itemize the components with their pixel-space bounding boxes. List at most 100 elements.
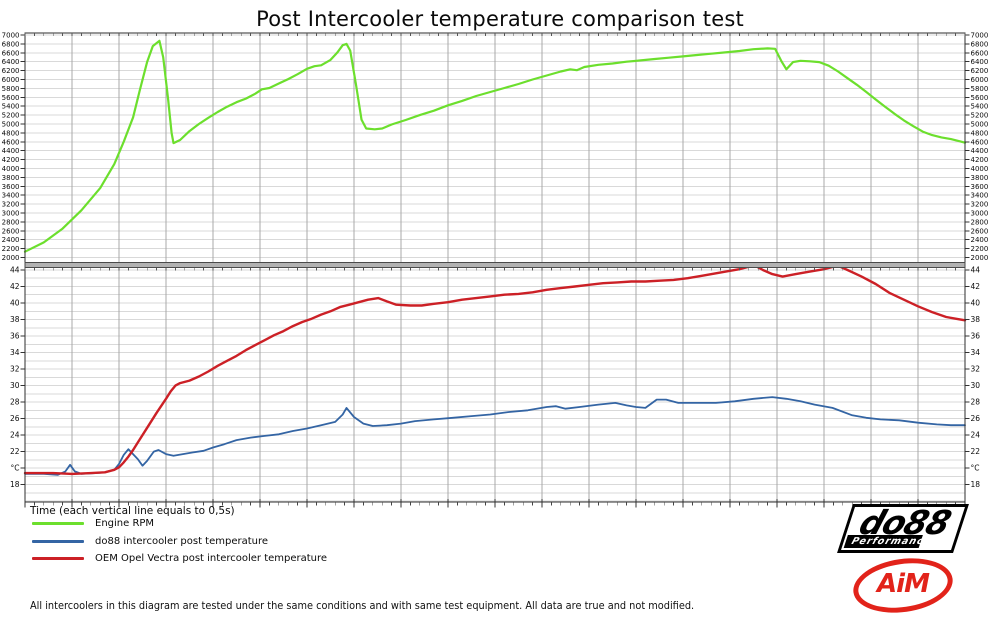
series-engine-rpm bbox=[23, 39, 967, 253]
y-tick-label: 28 bbox=[10, 398, 20, 407]
y-tick-label: 3000 bbox=[2, 210, 20, 218]
y-tick-label: 24 bbox=[10, 431, 20, 440]
y-tick-label: 30 bbox=[10, 381, 20, 390]
legend-swatch-oem-temp bbox=[32, 557, 84, 561]
y-tick-label: 7000 bbox=[971, 32, 989, 40]
legend: Engine RPM do88 intercooler post tempera… bbox=[32, 515, 327, 568]
y-tick-label: 2200 bbox=[971, 245, 989, 253]
y-tick-label: 6400 bbox=[2, 58, 20, 66]
y-tick-label: 3800 bbox=[971, 174, 989, 182]
legend-swatch-engine-rpm bbox=[32, 522, 84, 526]
y-tick-label: 26 bbox=[10, 414, 20, 423]
y-tick-label: 6000 bbox=[2, 76, 20, 84]
x-axis-label: Time (each vertical line equals to 0,5s) bbox=[30, 505, 235, 517]
y-tick-label: 3400 bbox=[2, 192, 20, 200]
y-tick-label: 4600 bbox=[971, 138, 989, 146]
y-tick-label: 2600 bbox=[2, 227, 20, 235]
y-tick-label: 6400 bbox=[971, 58, 989, 66]
y-tick-label: 6600 bbox=[971, 49, 989, 57]
y-tick-label: 3600 bbox=[2, 183, 20, 191]
y-tick-label: 6800 bbox=[2, 40, 20, 48]
y-tick-label: 38 bbox=[10, 315, 20, 324]
y-tick-label: 40 bbox=[10, 299, 20, 308]
series-do88-intercooler-post-temperature bbox=[24, 396, 966, 476]
page-title: Post Intercooler temperature comparison … bbox=[256, 7, 744, 31]
y-tick-label: 4200 bbox=[2, 156, 20, 164]
y-tick-label: 34 bbox=[10, 348, 20, 357]
y-tick-label: 3000 bbox=[971, 210, 989, 218]
y-tick-label: 22 bbox=[10, 447, 20, 456]
y-tick-label: 30 bbox=[971, 381, 981, 390]
y-tick-label: 5400 bbox=[2, 103, 20, 111]
y-tick-label: 38 bbox=[971, 315, 981, 324]
y-tick-label: 2800 bbox=[2, 218, 20, 226]
y-tick-label: 6200 bbox=[2, 67, 20, 75]
y-tick-label: 5800 bbox=[971, 85, 989, 93]
y-tick-label: 2400 bbox=[2, 236, 20, 244]
y-tick-label: 3200 bbox=[2, 201, 20, 209]
y-tick-label: 4800 bbox=[971, 129, 989, 137]
y-tick-label: 4000 bbox=[971, 165, 989, 173]
y-tick-label: 4000 bbox=[2, 165, 20, 173]
do88-logo: do88 Performance bbox=[837, 503, 969, 553]
legend-swatch-do88-temp bbox=[32, 539, 84, 543]
legend-item-oem-temp: OEM Opel Vectra post intercooler tempera… bbox=[32, 550, 327, 568]
y-tick-label: 6200 bbox=[971, 67, 989, 75]
series-oem-opel-vectra-post-intercooler-temperature bbox=[23, 264, 967, 476]
y-tick-label: 18 bbox=[10, 480, 20, 489]
y-tick-label: 5800 bbox=[2, 85, 20, 93]
do88-logo-subtext: Performance bbox=[849, 536, 933, 547]
y-tick-label: 40 bbox=[971, 299, 981, 308]
aim-logo: AiM bbox=[849, 552, 957, 619]
do88-logo-bar: Performance bbox=[843, 535, 933, 548]
footer-note: All intercoolers in this diagram are tes… bbox=[30, 600, 695, 612]
legend-label-do88-temp: do88 intercooler post temperature bbox=[95, 535, 269, 547]
legend-label-oem-temp: OEM Opel Vectra post intercooler tempera… bbox=[95, 553, 328, 565]
y-tick-label: °C bbox=[971, 464, 980, 473]
y-tick-label: 2200 bbox=[2, 245, 20, 253]
y-tick-label: °C bbox=[11, 464, 20, 473]
y-tick-label: 42 bbox=[10, 282, 20, 291]
y-tick-label: 3400 bbox=[971, 192, 989, 200]
y-tick-label: 6000 bbox=[971, 76, 989, 84]
y-tick-label: 26 bbox=[971, 414, 981, 423]
y-tick-label: 5200 bbox=[971, 112, 989, 120]
y-tick-label: 34 bbox=[971, 348, 981, 357]
y-tick-label: 3800 bbox=[2, 174, 20, 182]
y-tick-label: 28 bbox=[971, 398, 981, 407]
y-tick-label: 5400 bbox=[971, 103, 989, 111]
y-tick-label: 2000 bbox=[971, 254, 989, 262]
y-tick-label: 6800 bbox=[971, 40, 989, 48]
y-tick-label: 44 bbox=[10, 266, 20, 275]
aim-logo-text: AiM bbox=[877, 569, 930, 599]
y-tick-label: 44 bbox=[971, 266, 981, 275]
y-tick-label: 2600 bbox=[971, 227, 989, 235]
y-tick-label: 18 bbox=[971, 480, 981, 489]
y-tick-label: 4800 bbox=[2, 129, 20, 137]
y-tick-label: 32 bbox=[971, 365, 981, 374]
y-tick-label: 42 bbox=[971, 282, 981, 291]
y-tick-label: 4400 bbox=[2, 147, 20, 155]
y-tick-label: 5600 bbox=[2, 94, 20, 102]
y-tick-label: 5000 bbox=[2, 121, 20, 129]
y-tick-label: 32 bbox=[10, 365, 20, 374]
y-tick-label: 6600 bbox=[2, 49, 20, 57]
y-tick-label: 4200 bbox=[971, 156, 989, 164]
y-tick-label: 3600 bbox=[971, 183, 989, 191]
y-tick-label: 5000 bbox=[971, 121, 989, 129]
do88-logo-text: do88 bbox=[854, 503, 956, 542]
y-tick-label: 22 bbox=[971, 447, 981, 456]
y-tick-label: 2000 bbox=[2, 254, 20, 262]
legend-item-do88-temp: do88 intercooler post temperature bbox=[32, 533, 327, 551]
y-tick-label: 5200 bbox=[2, 112, 20, 120]
y-tick-label: 36 bbox=[10, 332, 20, 341]
y-tick-label: 7000 bbox=[2, 32, 20, 40]
y-tick-label: 2400 bbox=[971, 236, 989, 244]
y-tick-label: 4400 bbox=[971, 147, 989, 155]
y-tick-label: 36 bbox=[971, 332, 981, 341]
y-tick-label: 24 bbox=[971, 431, 981, 440]
y-tick-label: 2800 bbox=[971, 218, 989, 226]
y-tick-label: 5600 bbox=[971, 94, 989, 102]
legend-item-engine-rpm: Engine RPM bbox=[32, 515, 327, 533]
